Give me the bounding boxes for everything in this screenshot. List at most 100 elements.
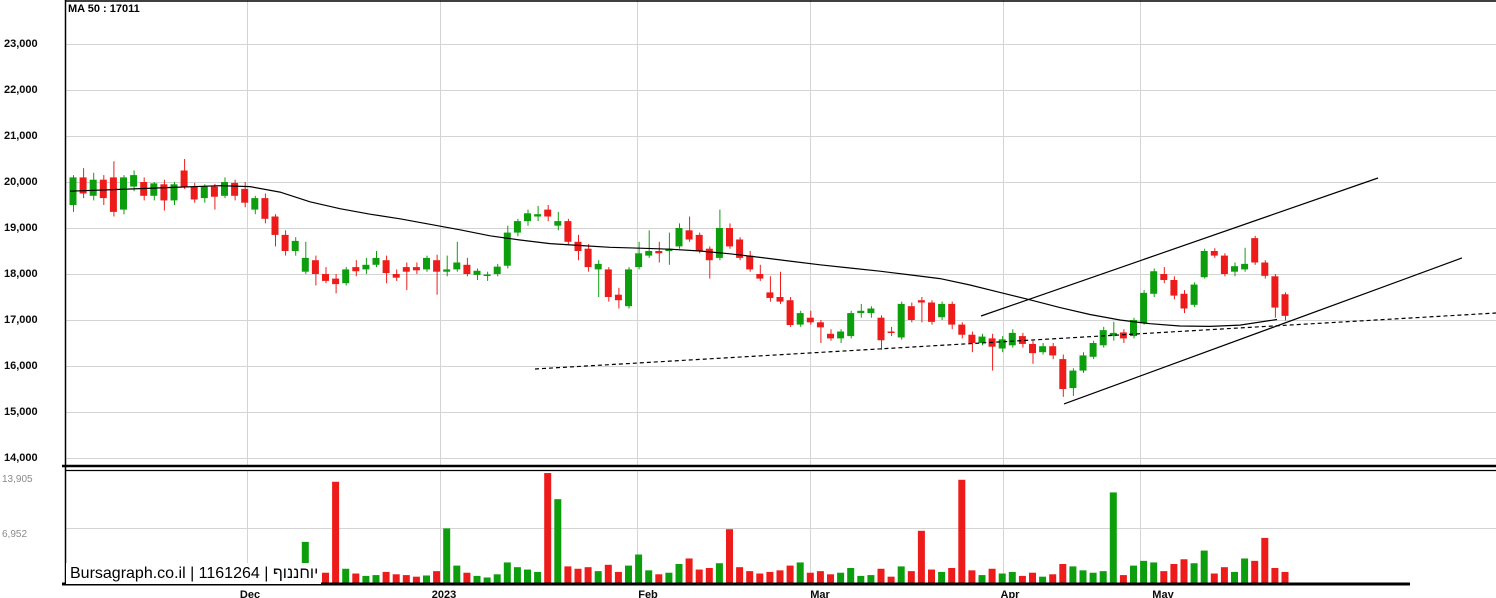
volume-bar xyxy=(816,571,824,583)
volume-bar xyxy=(443,528,451,583)
candle-body xyxy=(544,209,552,217)
candle-body xyxy=(301,257,309,272)
volume-bar xyxy=(534,571,542,583)
volume-bar xyxy=(322,572,329,583)
volume-bar xyxy=(1069,566,1077,583)
volume-bar xyxy=(584,567,592,583)
candle-body xyxy=(776,297,784,302)
candle-body xyxy=(99,179,107,199)
volume-bar xyxy=(938,571,946,583)
candle-body xyxy=(1210,251,1218,256)
ma50-label: MA 50 : 17011 xyxy=(68,3,140,15)
volume-bar xyxy=(483,577,491,583)
time-tick-label: 2023 xyxy=(431,589,457,598)
candle-body xyxy=(322,274,329,281)
candle-body xyxy=(816,322,824,328)
volume-bar xyxy=(635,554,643,583)
volume-bar xyxy=(524,569,531,583)
volume-tick-label: 13,905 xyxy=(2,474,33,485)
volume-bar xyxy=(362,575,370,583)
candle-body xyxy=(443,269,451,272)
candle-body xyxy=(402,267,410,272)
ma50-line xyxy=(69,185,1278,328)
candle-body xyxy=(231,182,239,196)
candle-body xyxy=(665,248,673,251)
volume-bar xyxy=(685,558,693,583)
candle-body xyxy=(281,234,289,251)
candle-body xyxy=(1039,346,1047,353)
candle-body xyxy=(1140,292,1148,324)
candle-body xyxy=(584,248,592,268)
candle-body xyxy=(574,241,582,251)
volume-bar xyxy=(604,564,612,583)
candle-body xyxy=(473,270,481,275)
candle-body xyxy=(210,186,218,197)
candle-body xyxy=(917,300,925,303)
time-tick-label: May xyxy=(1152,589,1174,598)
candle-body xyxy=(847,313,855,337)
candle-body xyxy=(372,257,380,265)
candle-body xyxy=(645,251,653,256)
time-tick-label: Feb xyxy=(638,589,658,598)
volume-bar xyxy=(503,562,511,583)
volume-bar xyxy=(877,568,885,583)
candle-body xyxy=(463,264,471,274)
candle-body xyxy=(493,266,501,274)
candle-body xyxy=(342,269,350,284)
candle-body xyxy=(756,274,764,279)
candle-body xyxy=(726,228,733,247)
candle-body xyxy=(412,267,420,271)
candle-body xyxy=(604,269,612,297)
volume-bar xyxy=(392,574,400,583)
candle-body xyxy=(907,306,915,320)
candle-body xyxy=(1281,294,1289,316)
candle-body xyxy=(867,308,875,314)
candle-body xyxy=(877,317,885,341)
time-tick-label: Apr xyxy=(1000,589,1020,598)
candle-body xyxy=(1231,266,1238,272)
candle-body xyxy=(1109,332,1117,337)
candle-body xyxy=(1170,279,1178,296)
candle-body xyxy=(109,177,117,212)
candle-body xyxy=(160,184,168,201)
candle-body xyxy=(453,262,461,270)
price-tick-label: 14,000 xyxy=(4,451,38,464)
volume-bar xyxy=(998,573,1006,583)
volume-bar xyxy=(786,565,794,583)
candle-body xyxy=(705,248,713,261)
candle-body xyxy=(1271,276,1279,308)
volume-bar xyxy=(917,530,925,583)
candle-body xyxy=(1200,251,1208,278)
volume-bar xyxy=(1119,575,1127,583)
candle-body xyxy=(897,303,905,338)
volume-bar xyxy=(513,567,521,583)
price-tick-label: 18,000 xyxy=(4,267,38,280)
volume-bar xyxy=(625,565,632,583)
candle-body xyxy=(1099,330,1107,346)
candle-body xyxy=(715,228,723,258)
volume-bar xyxy=(1261,537,1269,583)
candle-body xyxy=(190,186,198,200)
candle-body xyxy=(1130,320,1137,337)
candle-body xyxy=(655,251,663,254)
candle-body xyxy=(392,274,400,278)
volume-bar xyxy=(463,572,471,583)
volume-bar xyxy=(564,566,572,583)
volume-bar xyxy=(554,499,562,583)
candle-body xyxy=(89,179,97,196)
volume-bar xyxy=(1200,550,1208,583)
candle-body xyxy=(241,188,249,203)
volume-bar xyxy=(1231,571,1238,583)
volume-bar xyxy=(1109,492,1117,583)
candle-body xyxy=(968,334,976,343)
candle-body xyxy=(1241,263,1249,270)
candle-body xyxy=(837,331,845,339)
candle-body xyxy=(685,230,693,240)
volume-bar xyxy=(1220,567,1228,583)
volume-bar xyxy=(1190,563,1198,583)
volume-bar xyxy=(796,562,804,583)
candle-body xyxy=(1190,284,1198,305)
trendline xyxy=(980,177,1379,317)
time-tick-label: Mar xyxy=(810,589,830,598)
volume-bar xyxy=(907,571,915,583)
